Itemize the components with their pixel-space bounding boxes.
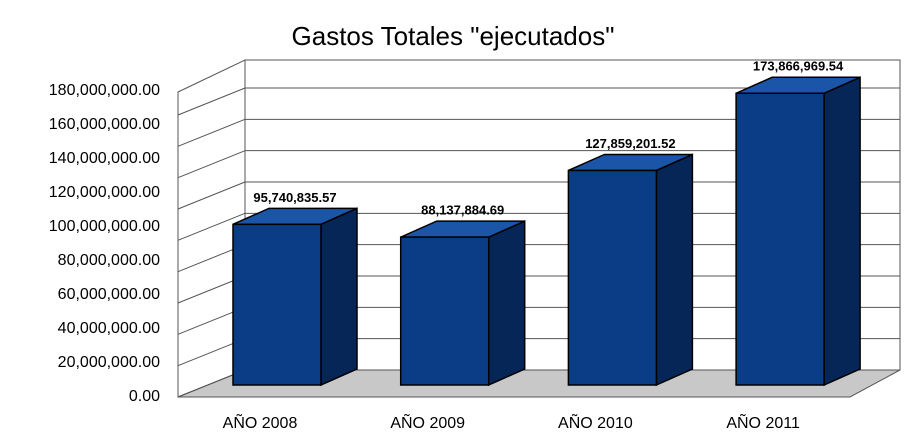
y-tick-label: 0.00 bbox=[129, 388, 160, 405]
x-tick-label: AÑO 2008 bbox=[223, 412, 298, 432]
bar-side bbox=[655, 153, 694, 387]
grid-line bbox=[177, 181, 246, 210]
bar bbox=[567, 153, 694, 387]
grid-line bbox=[177, 150, 246, 179]
x-tick-label: AÑO 2009 bbox=[390, 412, 465, 432]
value-label: 88,137,884.69 bbox=[421, 203, 504, 218]
y-tick-label: 40,000,000.00 bbox=[58, 320, 160, 337]
bar-side bbox=[823, 76, 861, 387]
chart-title: Gastos Totales "ejecutados" bbox=[292, 21, 615, 51]
value-label: 127,859,201.52 bbox=[585, 136, 675, 151]
y-tick-label: 100,000,000.00 bbox=[49, 218, 160, 235]
bar-front bbox=[567, 169, 658, 386]
bar-side bbox=[320, 207, 358, 387]
grid-line bbox=[177, 118, 246, 147]
y-tick-label: 160,000,000.00 bbox=[49, 116, 160, 133]
y-tick-label: 60,000,000.00 bbox=[58, 286, 160, 303]
x-tick-label: AÑO 2010 bbox=[558, 412, 633, 432]
bar-front bbox=[232, 223, 322, 386]
grid-line bbox=[177, 87, 246, 116]
bar bbox=[735, 76, 861, 387]
bar-side bbox=[487, 219, 526, 387]
bar bbox=[399, 219, 526, 387]
bar bbox=[232, 207, 358, 387]
bar-front bbox=[399, 236, 490, 386]
value-label: 95,740,835.57 bbox=[253, 190, 336, 205]
y-tick-label: 80,000,000.00 bbox=[58, 252, 160, 269]
y-tick-label: 20,000,000.00 bbox=[58, 354, 160, 371]
y-tick-label: 180,000,000.00 bbox=[49, 82, 160, 99]
y-tick-label: 120,000,000.00 bbox=[49, 184, 160, 201]
y-tick-label: 140,000,000.00 bbox=[49, 150, 160, 167]
x-tick-label: AÑO 2011 bbox=[726, 412, 800, 432]
bar-front bbox=[735, 92, 825, 386]
grid-line bbox=[177, 212, 246, 241]
value-label: 173,866,969.54 bbox=[753, 59, 844, 74]
